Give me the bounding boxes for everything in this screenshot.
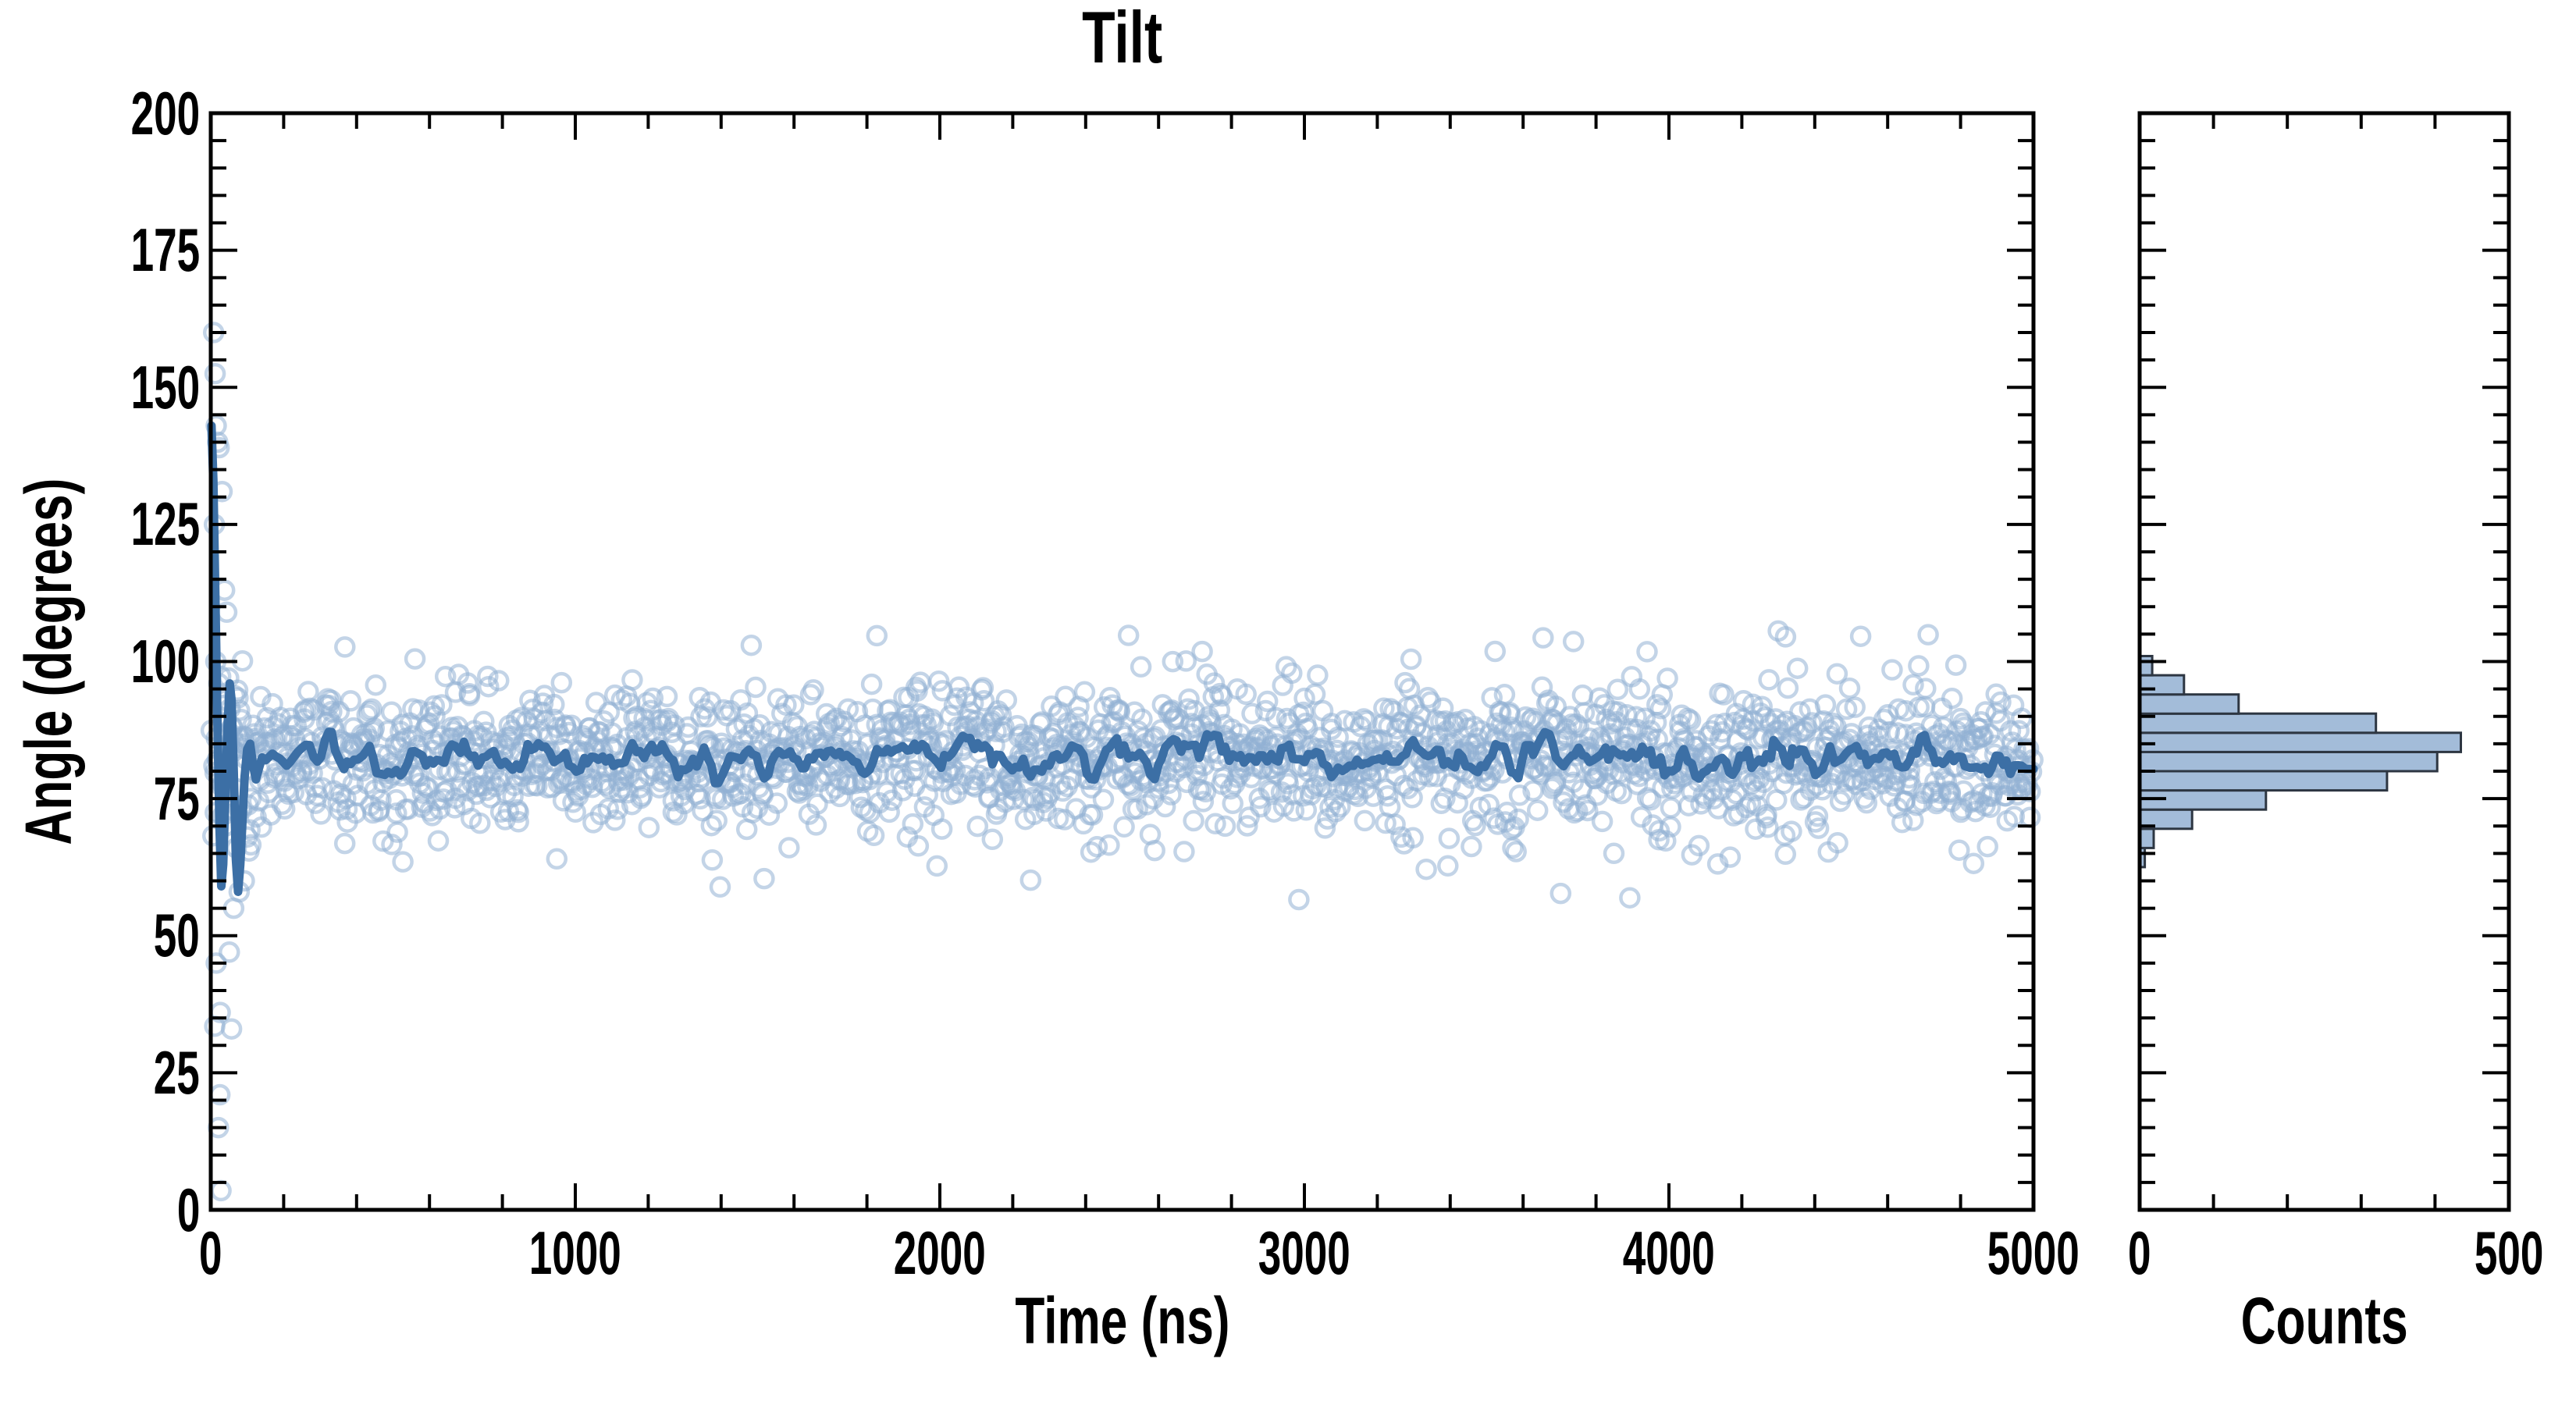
y-tick-label-175: 175 [130, 215, 200, 285]
hist-x-tick-label-500: 500 [2474, 1218, 2544, 1287]
x-axis-label: Time (ns) [1014, 1283, 1230, 1357]
y-tick-label-200: 200 [130, 78, 200, 148]
histogram-bars [2138, 655, 2462, 869]
x-tick-label-0: 0 [199, 1218, 222, 1287]
y-tick-label-50: 50 [153, 901, 200, 970]
x-tick-label-4000: 4000 [1622, 1218, 1716, 1287]
y-tick-label-25: 25 [153, 1037, 200, 1107]
y-tick-label-150: 150 [130, 352, 200, 422]
chart-title: Tilt [1081, 0, 1163, 78]
running-mean-line [207, 421, 2038, 896]
main-axes [208, 111, 2036, 1212]
x-tick-label-2000: 2000 [893, 1218, 987, 1287]
counts-axis-label: Counts [2240, 1283, 2408, 1357]
y-tick-label-100: 100 [130, 627, 200, 695]
y-tick-label-125: 125 [130, 489, 200, 559]
y-tick-label-75: 75 [153, 763, 200, 833]
x-tick-label-3000: 3000 [1258, 1218, 1351, 1287]
histogram-axes [2137, 111, 2511, 1212]
x-tick-label-5000: 5000 [1987, 1218, 2080, 1287]
y-tick-label-0: 0 [176, 1175, 200, 1244]
hist-x-tick-label-0: 0 [2128, 1218, 2151, 1287]
x-tick-label-1000: 1000 [528, 1218, 622, 1287]
